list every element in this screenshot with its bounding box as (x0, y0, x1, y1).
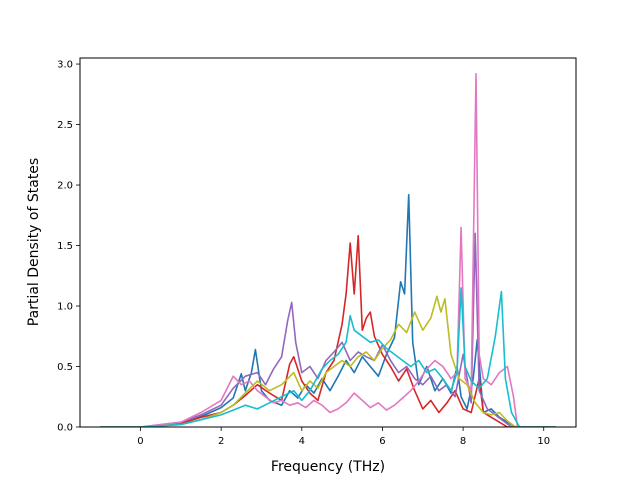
series-layer (100, 72, 556, 427)
series-line-3 (100, 232, 556, 427)
x-tick-label: 2 (218, 436, 224, 447)
x-tick-label: 10 (537, 436, 550, 447)
y-tick-label: 2.5 (57, 120, 73, 131)
y-tick-label: 1.5 (57, 241, 73, 252)
x-axis-label: Frequency (THz) (271, 459, 385, 475)
y-tick-label: 0.5 (57, 362, 73, 373)
x-tick-label: 8 (460, 436, 466, 447)
series-line-6 (100, 287, 556, 427)
y-tick-label: 3.0 (57, 60, 73, 71)
y-axis-label: Partial Density of States (26, 158, 42, 326)
plot-frame (79, 57, 577, 428)
x-axis-ticks: 0 2 4 6 8 10 (137, 427, 550, 447)
series-line-5 (100, 295, 556, 427)
series-line-1 (100, 193, 556, 427)
series-line-2 (100, 235, 556, 427)
x-tick-label: 0 (137, 436, 143, 447)
x-tick-label: 6 (379, 436, 385, 447)
y-tick-label: 0.0 (57, 423, 73, 434)
y-axis-ticks: 0.0 0.5 1.0 1.5 2.0 2.5 3.0 (57, 60, 80, 434)
y-tick-label: 2.0 (57, 181, 73, 192)
y-tick-label: 1.0 (57, 302, 73, 313)
x-tick-label: 4 (299, 436, 305, 447)
